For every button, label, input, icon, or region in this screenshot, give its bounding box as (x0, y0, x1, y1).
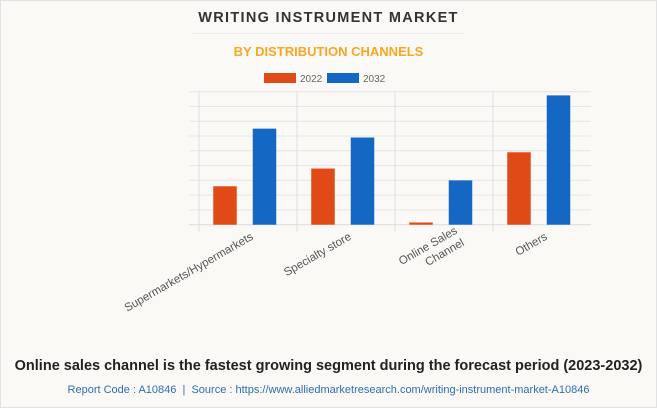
x-tick-label-line: Specialty store (282, 231, 353, 279)
chart-title: WRITING INSTRUMENT MARKET (198, 10, 459, 26)
bar-2022-2 (409, 222, 433, 225)
bar-2032-2 (448, 180, 473, 225)
bar-2022-1 (311, 168, 335, 225)
legend-swatch-2022 (264, 73, 296, 83)
source-line: Report Code : A10846 | Source : https://… (0, 384, 657, 396)
bar-2032-1 (350, 137, 375, 225)
x-tick-label: Supermarkets/Hypermarkets (123, 231, 256, 315)
x-tick-label: Online SalesChannel (397, 225, 467, 280)
legend-label-2032: 2032 (363, 74, 386, 85)
source-text: Report Code : A10846 | Source : https://… (67, 384, 590, 396)
bar-2032-3 (546, 95, 571, 225)
x-tick-label: Others (514, 231, 550, 259)
legend-swatch-2032 (327, 73, 359, 83)
bar-2022-3 (507, 152, 531, 225)
chart-subtitle: BY DISTRIBUTION CHANNELS (233, 44, 424, 59)
x-tick-label-line: Supermarkets/Hypermarkets (123, 231, 256, 315)
title-divider (193, 33, 463, 34)
x-tick-label: Specialty store (282, 231, 353, 279)
legend-label-2022: 2022 (300, 74, 323, 85)
chart-caption: Online sales channel is the fastest grow… (14, 358, 643, 374)
bar-2022-0 (213, 186, 237, 225)
x-tick-label-line: Others (514, 231, 550, 259)
bar-2032-0 (252, 128, 277, 225)
bar-chart: Supermarkets/Hypermarkets Specialty store… (123, 73, 591, 315)
